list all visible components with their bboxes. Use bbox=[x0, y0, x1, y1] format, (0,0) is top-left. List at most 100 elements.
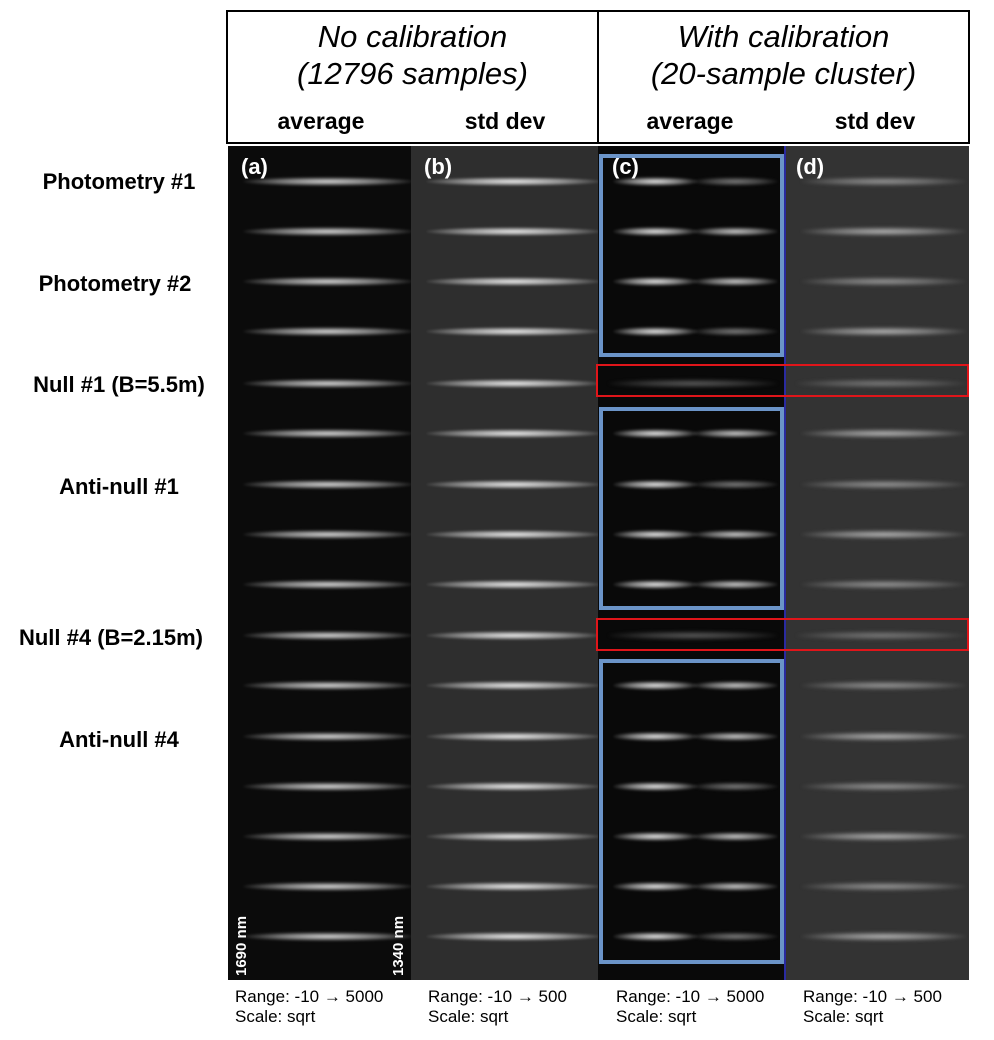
spectrum-stripe bbox=[426, 882, 598, 891]
column-label-d: std dev bbox=[834, 108, 916, 134]
red-box-null-1 bbox=[596, 364, 969, 397]
spectrum-stripe bbox=[243, 327, 411, 336]
spectrum-stripe bbox=[693, 681, 778, 690]
panel-b-std-dev: (b) bbox=[411, 146, 598, 980]
spectrum-stripe bbox=[426, 782, 598, 791]
spectrum-stripe bbox=[801, 681, 966, 690]
footer-c: Range: -10 → 5000 Scale: sqrt bbox=[616, 987, 764, 1027]
spectrum-stripe bbox=[801, 580, 966, 589]
footer-c-scale: Scale: sqrt bbox=[616, 1007, 697, 1026]
spectrum-stripe bbox=[801, 832, 966, 841]
spectrum-stripe bbox=[693, 882, 778, 891]
spectrum-stripe bbox=[801, 530, 966, 539]
spectrum-stripe bbox=[801, 227, 966, 236]
blue-box-antinull-1 bbox=[599, 407, 784, 610]
spectrum-stripe bbox=[613, 429, 698, 438]
spectrum-stripe bbox=[426, 480, 598, 489]
spectrum-stripe bbox=[243, 732, 411, 741]
panel-a-average: (a) 1690 nm 1340 nm bbox=[228, 146, 411, 980]
spectrum-stripe bbox=[426, 177, 598, 186]
footer-d: Range: -10 → 500 Scale: sqrt bbox=[803, 987, 942, 1027]
header-with-calibration-line1: With calibration bbox=[677, 19, 890, 54]
spectrum-stripe bbox=[613, 480, 698, 489]
spectrum-stripe bbox=[613, 530, 698, 539]
spectrum-stripe bbox=[243, 277, 411, 286]
panel-label-c: (c) bbox=[612, 154, 639, 179]
footer-d-scale: Scale: sqrt bbox=[803, 1007, 884, 1026]
spectrum-stripe bbox=[801, 480, 966, 489]
spectrum-stripe bbox=[243, 882, 411, 891]
spectrum-stripe bbox=[243, 379, 411, 388]
spectrum-stripe bbox=[693, 932, 778, 941]
spectrum-stripe bbox=[426, 429, 598, 438]
spectrum-stripe bbox=[426, 530, 598, 539]
spectrum-stripe bbox=[426, 732, 598, 741]
footer-b-scale: Scale: sqrt bbox=[428, 1007, 509, 1026]
spectrum-stripe bbox=[426, 681, 598, 690]
panel-label-b: (b) bbox=[424, 154, 453, 179]
spectrum-stripe bbox=[243, 177, 411, 186]
footer-b: Range: -10 → 500 Scale: sqrt bbox=[428, 987, 567, 1027]
spectrum-stripe bbox=[243, 480, 411, 489]
row-label-antinull-4: Anti-null #4 bbox=[59, 727, 179, 752]
red-box-null-4 bbox=[596, 618, 969, 651]
spectrum-stripe bbox=[693, 177, 778, 186]
footer-d-range: Range: -10 → 500 bbox=[803, 987, 942, 1006]
row-label-antinull-1: Anti-null #1 bbox=[59, 474, 179, 499]
spectrum-stripe bbox=[426, 277, 598, 286]
spectrum-stripe bbox=[693, 277, 778, 286]
spectrum-stripe bbox=[243, 782, 411, 791]
spectrum-stripe bbox=[801, 327, 966, 336]
column-label-a: average bbox=[277, 108, 365, 134]
spectrum-stripe bbox=[243, 580, 411, 589]
footer-a: Range: -10 → 5000 Scale: sqrt bbox=[235, 987, 383, 1027]
spectrum-stripe bbox=[608, 379, 778, 388]
spectrum-stripe bbox=[613, 782, 698, 791]
spectrum-stripe bbox=[426, 379, 598, 388]
row-label-photometry-1: Photometry #1 bbox=[42, 169, 196, 194]
spectrum-stripe bbox=[613, 277, 698, 286]
spectrum-stripe bbox=[801, 732, 966, 741]
spectrum-stripe bbox=[613, 681, 698, 690]
spectrum-stripe bbox=[243, 832, 411, 841]
spectrum-stripe bbox=[613, 327, 698, 336]
header-no-calibration: No calibration (12796 samples) bbox=[226, 10, 599, 144]
spectrum-stripe bbox=[426, 932, 598, 941]
spectrum-stripe bbox=[426, 580, 598, 589]
spectrum-stripe bbox=[693, 480, 778, 489]
row-label-null-4: Null #4 (B=2.15m) bbox=[18, 625, 203, 650]
spectrum-stripe bbox=[613, 177, 698, 186]
wavelength-label-1340: 1340 nm bbox=[390, 915, 407, 976]
spectrum-stripe bbox=[613, 732, 698, 741]
spectrum-stripe bbox=[243, 681, 411, 690]
spectrum-stripe bbox=[801, 932, 966, 941]
panel-c-average: (c) bbox=[598, 146, 784, 980]
row-label-photometry-2: Photometry #2 bbox=[38, 271, 192, 296]
spectrum-stripe bbox=[693, 327, 778, 336]
spectrum-stripe bbox=[613, 227, 698, 236]
spectrum-stripe bbox=[796, 379, 966, 388]
spectrum-stripe bbox=[613, 580, 698, 589]
column-label-c: average bbox=[646, 108, 734, 134]
blue-box-photometry bbox=[599, 154, 784, 357]
spectrum-stripe bbox=[243, 227, 411, 236]
spectrum-stripe bbox=[693, 227, 778, 236]
footer-a-scale: Scale: sqrt bbox=[235, 1007, 316, 1026]
footer-c-range: Range: -10 → 5000 bbox=[616, 987, 765, 1006]
panel-divider bbox=[784, 146, 786, 980]
spectrum-stripe bbox=[801, 782, 966, 791]
wavelength-label-1690: 1690 nm bbox=[233, 915, 250, 976]
panel-d-std-dev: (d) bbox=[786, 146, 969, 980]
header-no-calibration-line2: (12796 samples) bbox=[297, 56, 528, 91]
spectrum-stripe bbox=[693, 429, 778, 438]
blue-box-antinull-4 bbox=[599, 659, 784, 964]
spectrum-stripe bbox=[801, 429, 966, 438]
spectrum-stripe bbox=[243, 932, 411, 941]
spectrum-stripe bbox=[693, 782, 778, 791]
spectrum-stripe bbox=[693, 832, 778, 841]
spectrum-stripe bbox=[693, 530, 778, 539]
spectrum-stripe bbox=[796, 631, 966, 640]
spectrum-stripe bbox=[613, 932, 698, 941]
spectrum-stripe bbox=[801, 882, 966, 891]
panel-label-d: (d) bbox=[796, 154, 825, 179]
